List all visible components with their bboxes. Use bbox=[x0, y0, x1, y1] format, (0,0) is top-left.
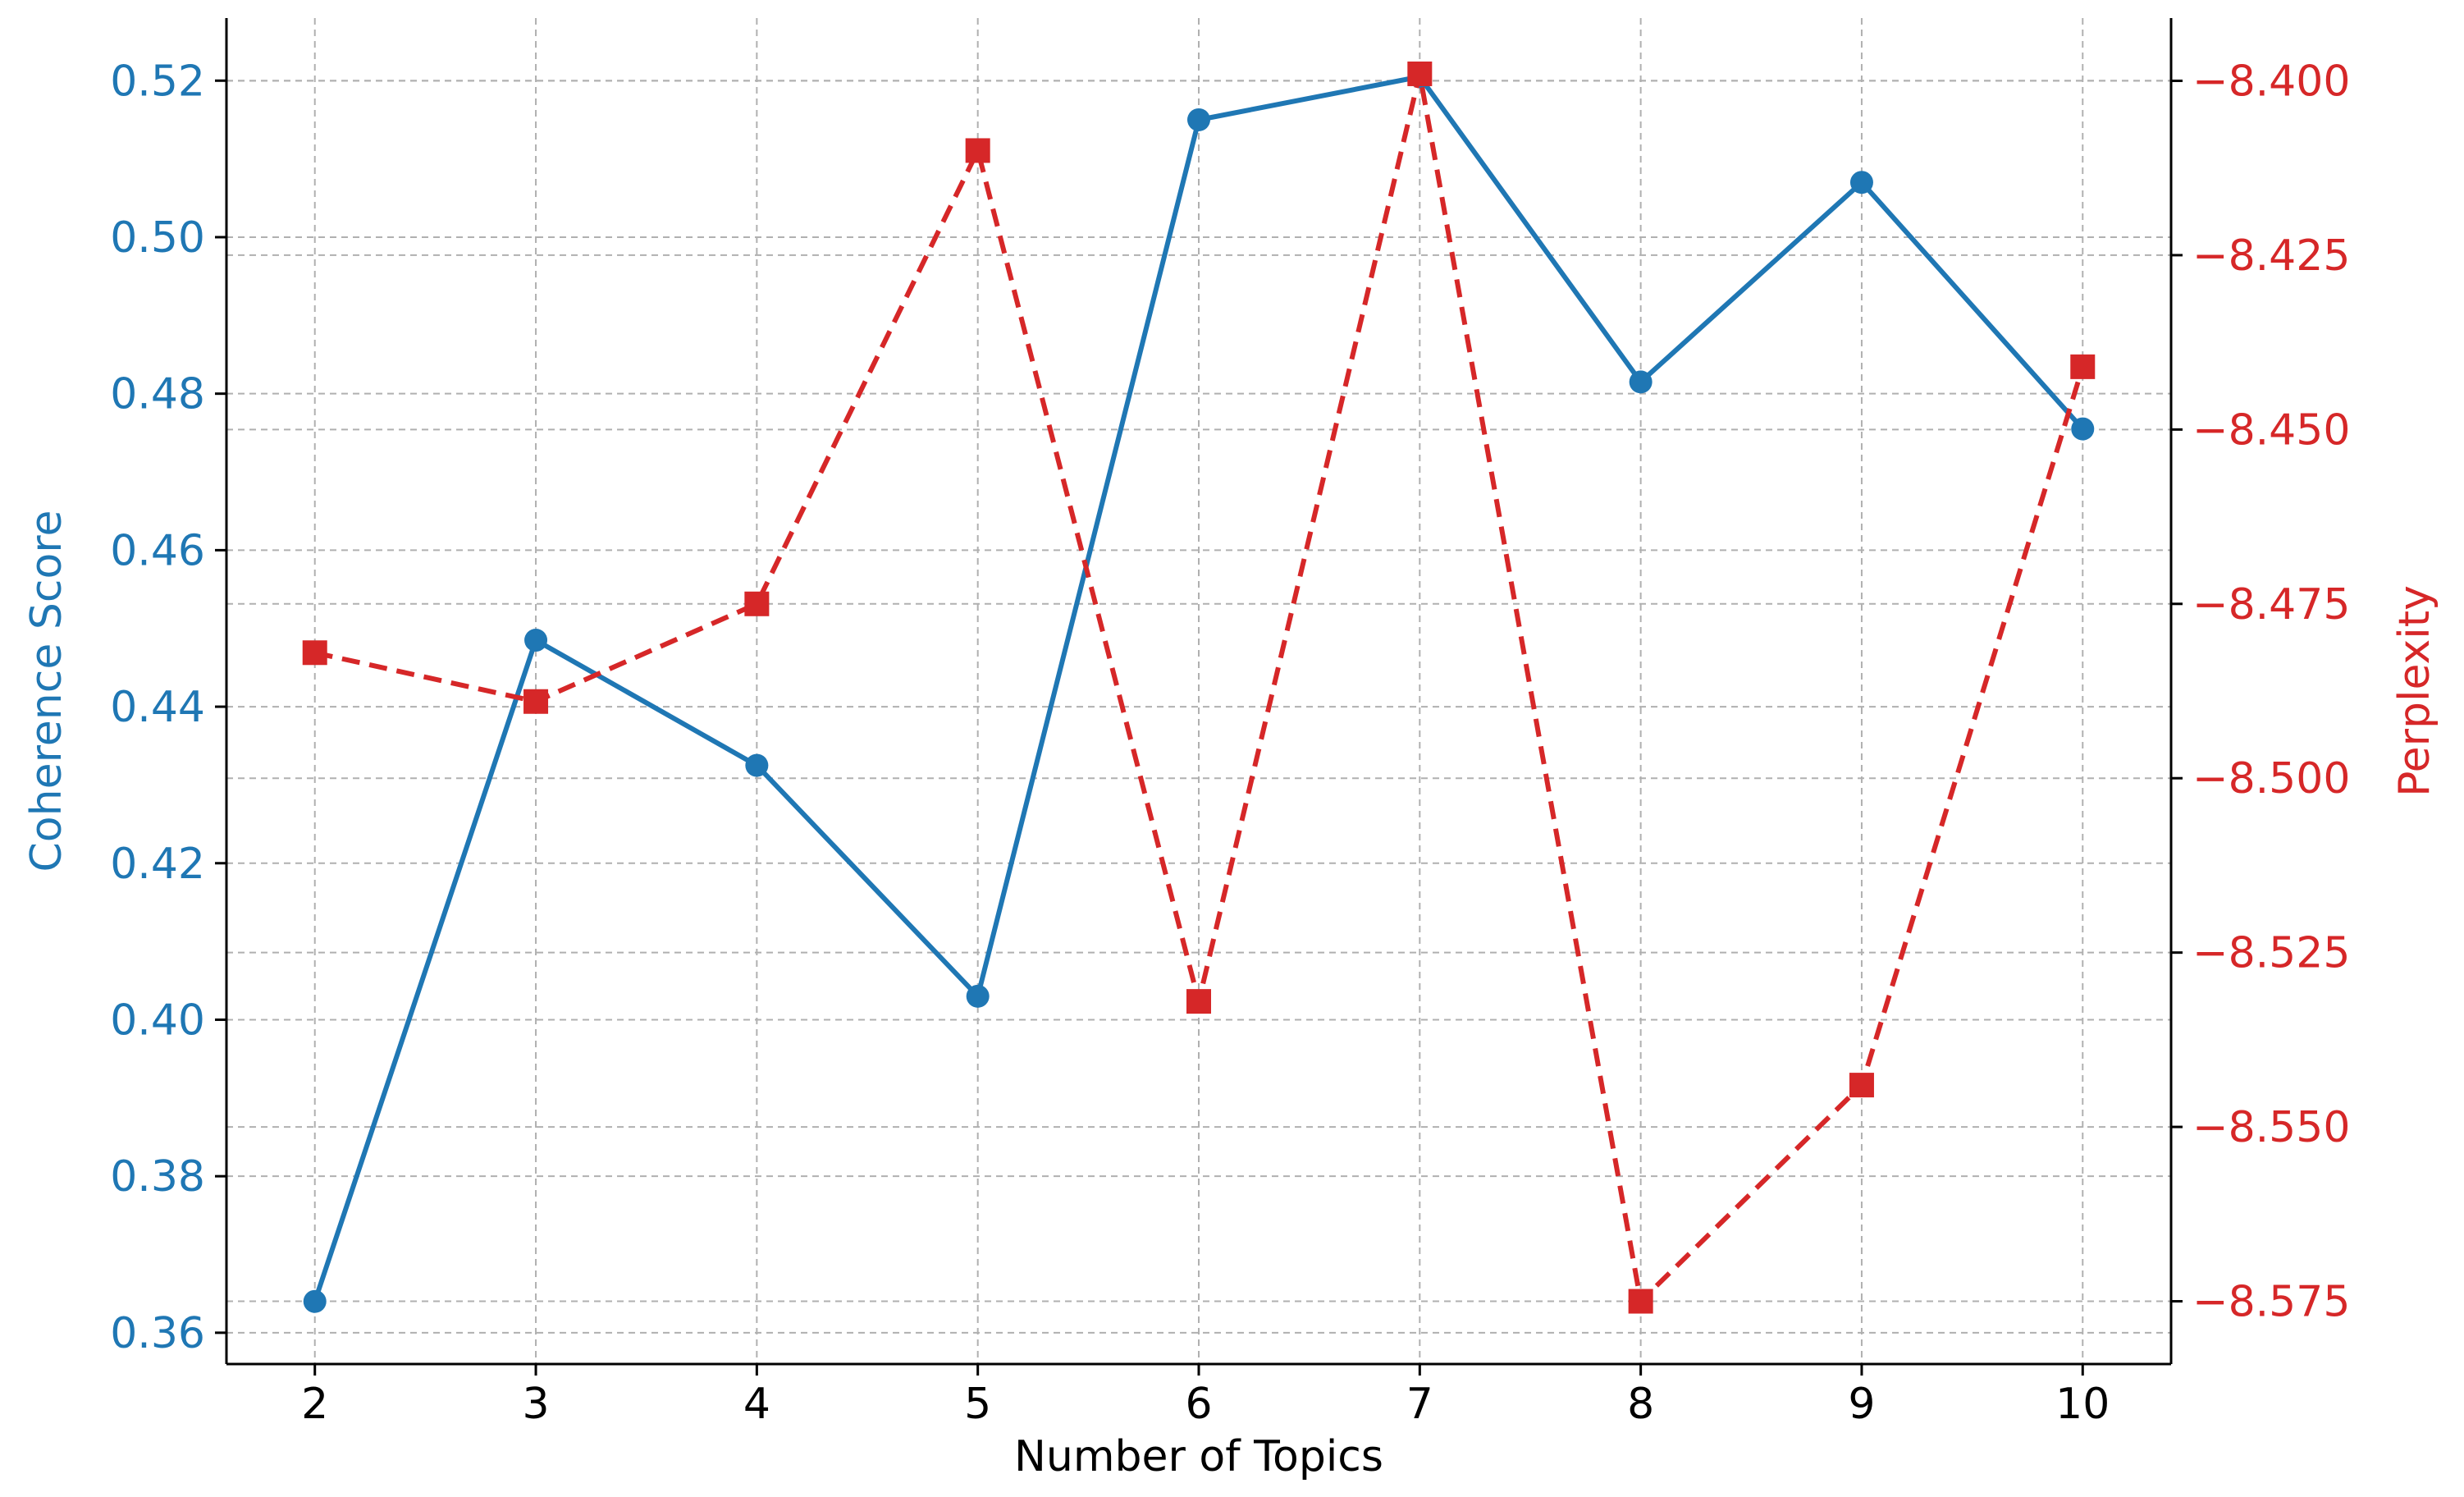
x-tick-label: 8 bbox=[1627, 1380, 1654, 1429]
left-y-tick-label: 0.40 bbox=[110, 996, 205, 1045]
coherence-point bbox=[2071, 417, 2095, 441]
perplexity-point bbox=[1628, 1289, 1653, 1314]
x-tick-label: 10 bbox=[2055, 1380, 2110, 1429]
perplexity-point bbox=[1849, 1073, 1874, 1098]
left-y-tick-label: 0.38 bbox=[110, 1152, 205, 1202]
x-axis-title: Number of Topics bbox=[1014, 1432, 1383, 1481]
right-y-tick-label: −8.475 bbox=[2192, 580, 2350, 629]
right-y-tick-label: −8.525 bbox=[2192, 929, 2350, 978]
right-y-tick-label: −8.500 bbox=[2192, 754, 2350, 803]
coherence-point bbox=[1849, 171, 1873, 195]
perplexity-point bbox=[965, 138, 990, 163]
perplexity-point bbox=[1186, 989, 1211, 1014]
coherence-point bbox=[524, 629, 548, 652]
x-tick-label: 4 bbox=[743, 1380, 770, 1429]
coherence-point bbox=[1187, 108, 1210, 131]
right-y-tick-label: −8.575 bbox=[2192, 1278, 2350, 1327]
coherence-point bbox=[745, 753, 769, 777]
left-axis-title: Coherence Score bbox=[22, 510, 71, 872]
perplexity-point bbox=[1407, 61, 1433, 86]
right-y-tick-label: −8.400 bbox=[2192, 57, 2350, 106]
perplexity-point bbox=[744, 591, 770, 616]
x-tick-label: 2 bbox=[301, 1380, 328, 1429]
right-y-tick-label: −8.450 bbox=[2192, 405, 2350, 455]
grid bbox=[226, 18, 2171, 1364]
right-y-tick-label: −8.550 bbox=[2192, 1103, 2350, 1152]
right-axis-title: Perplexity bbox=[2390, 585, 2439, 797]
left-y-tick-label: 0.52 bbox=[110, 57, 205, 106]
perplexity-point bbox=[523, 689, 549, 714]
left-y-tick-label: 0.42 bbox=[110, 840, 205, 889]
right-y-tick-label: −8.425 bbox=[2192, 231, 2350, 281]
x-tick-label: 7 bbox=[1406, 1380, 1433, 1429]
x-tick-label: 6 bbox=[1185, 1380, 1212, 1429]
x-tick-label: 9 bbox=[1848, 1380, 1875, 1429]
left-y-tick-label: 0.50 bbox=[110, 213, 205, 263]
x-tick-label: 5 bbox=[964, 1380, 991, 1429]
coherence-point bbox=[966, 984, 990, 1008]
left-y-tick-label: 0.36 bbox=[110, 1309, 205, 1358]
coherence-point bbox=[303, 1289, 327, 1313]
left-y-tick-label: 0.48 bbox=[110, 370, 205, 419]
left-y-tick-label: 0.44 bbox=[110, 683, 205, 732]
left-y-tick-label: 0.46 bbox=[110, 526, 205, 575]
perplexity-point bbox=[302, 640, 327, 666]
x-tick-label: 3 bbox=[522, 1380, 549, 1429]
axes: 2 3 4 5 6 7 8 9 10 0.36 0.38 0.40 0.42 0.44 0.46 0.48 0.… bbox=[110, 18, 2350, 1429]
coherence-point bbox=[1629, 370, 1653, 394]
series-layer bbox=[302, 61, 2096, 1314]
perplexity-point bbox=[2070, 354, 2096, 379]
